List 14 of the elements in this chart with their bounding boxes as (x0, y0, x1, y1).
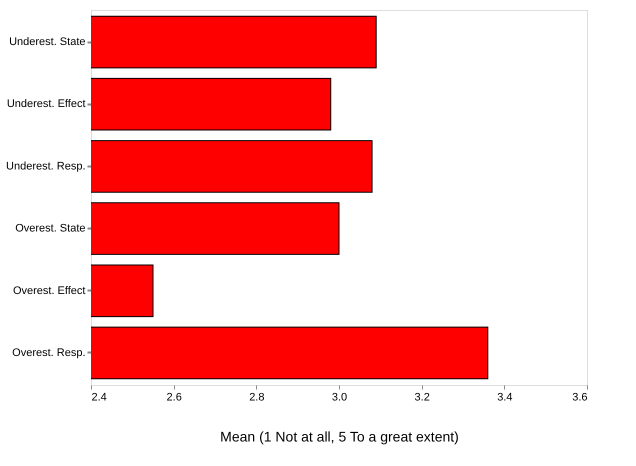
y-tick-label: Overest. State (15, 222, 86, 235)
x-tick-label: 2.4 (92, 392, 107, 404)
x-tick-label: 2.8 (249, 392, 264, 404)
x-axis-title: Mean (1 Not at all, 5 To a great extent) (220, 428, 459, 444)
x-tick-label: 3.6 (572, 392, 588, 404)
y-tick-label: Underest. Effect (6, 98, 86, 110)
y-tick-label: Underest. State (9, 36, 86, 48)
x-tick-label: 3.4 (497, 392, 512, 404)
y-tick-label: Underest. Resp. (6, 160, 86, 172)
x-tick-label: 3.2 (414, 392, 430, 404)
y-tick-label: Overest. Resp. (12, 346, 86, 359)
x-tick-label: 3.0 (332, 392, 348, 404)
y-tick-label: Overest. Effect (12, 284, 86, 297)
x-tick-label: 2.6 (166, 392, 182, 404)
